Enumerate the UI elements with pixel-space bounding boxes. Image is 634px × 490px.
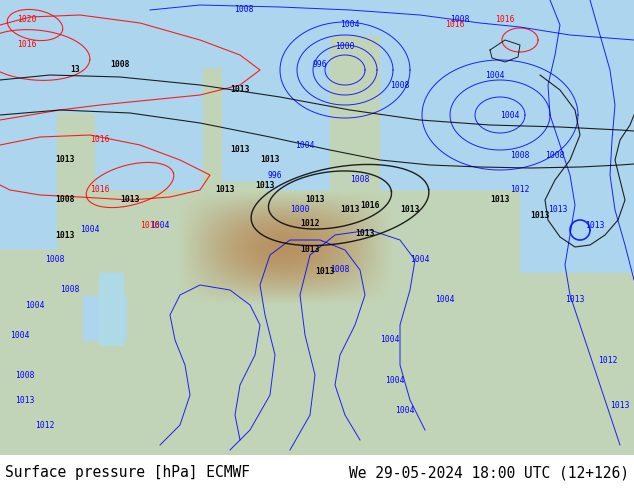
Text: 996: 996 bbox=[268, 171, 282, 179]
Text: 1013: 1013 bbox=[216, 186, 235, 195]
Text: 13: 13 bbox=[70, 66, 80, 74]
Text: 1013: 1013 bbox=[230, 146, 250, 154]
Text: 1013: 1013 bbox=[566, 295, 585, 304]
Text: 1012: 1012 bbox=[36, 420, 55, 430]
Text: 1012: 1012 bbox=[510, 186, 530, 195]
Text: 1008: 1008 bbox=[450, 16, 470, 24]
Text: 1008: 1008 bbox=[330, 266, 350, 274]
Text: 1013: 1013 bbox=[305, 196, 325, 204]
Text: 1016: 1016 bbox=[90, 186, 110, 195]
Text: 996: 996 bbox=[313, 60, 327, 70]
Text: 1013: 1013 bbox=[120, 196, 139, 204]
Text: 1000: 1000 bbox=[335, 43, 355, 51]
Text: 1013: 1013 bbox=[530, 211, 550, 220]
Text: 1016: 1016 bbox=[17, 41, 37, 49]
FancyBboxPatch shape bbox=[0, 455, 634, 490]
Text: We 29-05-2024 18:00 UTC (12+126): We 29-05-2024 18:00 UTC (12+126) bbox=[349, 465, 629, 480]
Text: 1013: 1013 bbox=[260, 155, 280, 165]
Text: 1004: 1004 bbox=[500, 111, 520, 120]
Text: 1013: 1013 bbox=[256, 180, 275, 190]
Text: 1004: 1004 bbox=[340, 21, 359, 29]
Text: 1004: 1004 bbox=[385, 375, 404, 385]
Text: Surface pressure [hPa] ECMWF: Surface pressure [hPa] ECMWF bbox=[5, 465, 250, 480]
Text: 1004: 1004 bbox=[150, 220, 170, 229]
Text: 1013: 1013 bbox=[490, 196, 510, 204]
Text: 1004: 1004 bbox=[25, 300, 45, 310]
Text: 1004: 1004 bbox=[436, 295, 455, 304]
Text: 1008: 1008 bbox=[110, 60, 130, 70]
Text: 1008: 1008 bbox=[350, 175, 370, 185]
Text: 1004: 1004 bbox=[485, 71, 505, 79]
Text: 1013: 1013 bbox=[400, 205, 420, 215]
Text: 1004: 1004 bbox=[295, 141, 314, 149]
Text: 1013: 1013 bbox=[301, 245, 320, 254]
Text: 1008: 1008 bbox=[55, 196, 75, 204]
Text: 1008: 1008 bbox=[234, 5, 254, 15]
Text: 1013: 1013 bbox=[55, 230, 75, 240]
Text: 1004: 1004 bbox=[81, 225, 100, 235]
Text: 1013: 1013 bbox=[15, 395, 35, 405]
Text: 1016: 1016 bbox=[360, 200, 380, 210]
Text: 1013: 1013 bbox=[340, 205, 359, 215]
Text: 1004: 1004 bbox=[395, 406, 415, 415]
Text: 1013: 1013 bbox=[230, 85, 250, 95]
Text: 1004: 1004 bbox=[10, 330, 30, 340]
Text: 1004: 1004 bbox=[380, 336, 400, 344]
Text: 1013: 1013 bbox=[355, 228, 375, 238]
Text: 1008: 1008 bbox=[510, 150, 530, 160]
Text: 1020: 1020 bbox=[17, 16, 37, 24]
Text: 1013: 1013 bbox=[585, 220, 605, 229]
Text: 1012: 1012 bbox=[598, 356, 618, 365]
Text: 1008: 1008 bbox=[15, 370, 35, 379]
Text: 1008: 1008 bbox=[45, 255, 65, 265]
Text: 1013: 1013 bbox=[548, 205, 568, 215]
Text: 1013: 1013 bbox=[315, 268, 335, 276]
Text: 1013: 1013 bbox=[611, 400, 630, 410]
Text: 1008: 1008 bbox=[391, 80, 410, 90]
Text: 1004: 1004 bbox=[410, 255, 430, 265]
Text: 1016: 1016 bbox=[495, 16, 515, 24]
Text: 1008: 1008 bbox=[60, 286, 80, 294]
Text: 1008: 1008 bbox=[545, 150, 565, 160]
Text: 1016: 1016 bbox=[140, 220, 160, 229]
Text: 1016: 1016 bbox=[90, 136, 110, 145]
Text: 1000: 1000 bbox=[290, 205, 310, 215]
Text: 1012: 1012 bbox=[301, 219, 320, 227]
Text: 1013: 1013 bbox=[55, 155, 75, 165]
Text: 1016: 1016 bbox=[445, 21, 465, 29]
